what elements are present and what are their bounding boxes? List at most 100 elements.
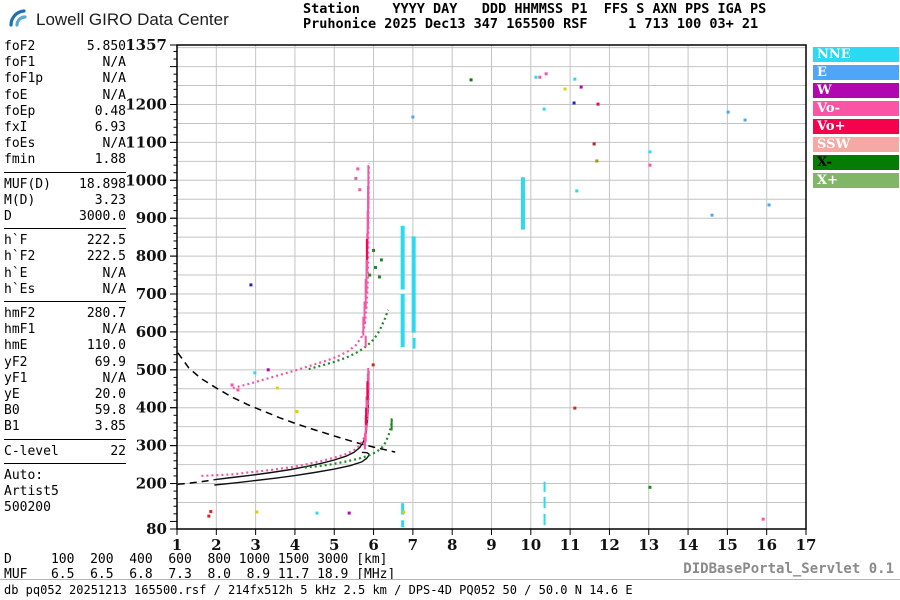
y-tick-label: 500 [136,361,167,379]
legend-item-Vo+: Vo+ [813,119,899,134]
legend-item-E: E [813,65,899,80]
param-label: foEs [4,136,36,152]
x-tick-label: 14 [678,536,699,554]
y-tick-label: 400 [136,399,167,417]
ionogram-chart: 1357120011001000900800700600500400300200… [125,36,817,554]
param-label: B0 [4,403,20,419]
legend-item-SSW: SSW [813,137,899,152]
y-tick-label: 700 [136,285,167,303]
param-label: h`E [4,265,28,281]
footer-separator [0,579,900,580]
param-label: yF1 [4,370,28,386]
param-row-D: D 3000.0 [4,209,126,225]
status-line: db pq052 20251213 165500.rsf / 214fx512h… [4,583,633,597]
x-tick-label: 12 [599,536,620,554]
param-text-line: 500200 [4,500,51,516]
y-tick-label: 600 [136,323,167,341]
param-label: foE [4,87,28,103]
x-tick-label: 7 [408,536,418,554]
x-tick-label: 2 [211,536,221,554]
x-axis: 1 2 3 4 5 6 7 8 9 10 11 12 13 14 15 16 17 [172,529,817,554]
x-tick-label: 17 [796,536,817,554]
param-group: h`F 222.5 h`F2 222.5 h`E N/A h`Es N/A [4,233,126,303]
y-axis: 1357 1200 1100 1000 900 800 700 600 500 400 300 200… [125,36,177,538]
param-value: 110.0 [86,338,126,354]
y-tick-label: 200 [136,475,167,493]
param-row-B0: B0 59.8 [4,403,126,419]
legend-item-X-: X- [813,155,899,170]
param-value: 222.5 [86,249,126,265]
param-label: yF2 [4,354,28,370]
dmuf-table: D 100 200 400 600 800 1000 1500 3000 [km… [4,552,396,582]
param-row-foEp: foEp 0.48 [4,104,126,120]
param-label: fmin [4,152,36,168]
x-tick-label: 6 [368,536,378,554]
param-row-h`Es: h`Es N/A [4,282,126,298]
param-label: foEp [4,103,36,119]
param-label: h`F [4,233,28,249]
param-value: N/A [102,370,126,386]
param-value: 222.5 [86,233,126,249]
x-tick-label: 15 [717,536,738,554]
param-label: D [4,209,12,225]
legend-item-NNE: NNE [813,47,899,62]
x-tick-label: 3 [250,536,260,554]
param-label: yE [4,387,20,403]
y-tick-label: 1357 [125,36,167,54]
param-row-MUF(D): MUF(D) 18.898 [4,177,126,193]
param-group: hmF2 280.7 hmF1 N/A hmE 110.0 yF2 69.9 yF1 N/A yE 2… [4,306,126,440]
lowell-giro-logo: Lowell GIRO Data Center [8,6,229,33]
param-row-foF1p: foF1p N/A [4,71,126,87]
param-row-foF2: foF2 5.850 [4,39,126,55]
param-label: fxI [4,120,28,136]
param-label: MUF(D) [4,176,51,192]
param-label: hmF1 [4,322,36,338]
param-value: 1.88 [94,152,126,168]
param-row-h`F2: h`F2 222.5 [4,249,126,265]
station-header: Station YYYY DAY DDD HHMMSS P1 FFS S AXN… [303,1,767,32]
param-row-foE: foE N/A [4,88,126,104]
series-o-trace-hop2 [232,163,370,390]
param-text-line: Artist5 [4,484,59,500]
param-value: N/A [102,55,126,71]
param-row-h`F: h`F 222.5 [4,233,126,249]
param-label: foF2 [4,39,36,54]
param-row-B1: B1 3.85 [4,419,126,435]
y-tick-label: 800 [136,247,167,265]
y-tick-label: 80 [146,520,167,538]
servlet-watermark: DIDBasePortal_Servlet 0.1 [683,561,894,577]
echo-bars [362,165,546,528]
param-text-line: Auto: [4,467,44,483]
series-x-trace-hop1 [304,419,394,469]
param-row-hmF1: hmF1 N/A [4,322,126,338]
param-value: 3000.0 [79,209,126,225]
x-tick-label: 16 [756,536,777,554]
param-value: 20.0 [94,387,126,403]
param-label: h`F2 [4,249,36,265]
param-label: hmF2 [4,306,36,322]
scatter-dots [207,72,771,521]
param-label: M(D) [4,192,36,208]
param-value: N/A [102,71,126,87]
param-row-hmF2: hmF2 280.7 [4,306,126,322]
param-value: N/A [102,136,126,152]
x-tick-label: 8 [447,536,457,554]
echo-legend: NNE E W Vo- Vo+ SSW X- X+ [813,47,899,191]
x-tick-label: 5 [329,536,339,554]
x-tick-label: 4 [290,536,300,554]
param-row-C-level: C-level 22 [4,444,126,460]
param-value: 59.8 [94,403,126,419]
legend-item-X+: X+ [813,173,899,188]
param-value: N/A [102,281,126,297]
x-tick-label: 11 [560,536,581,554]
param-value: N/A [102,265,126,281]
series-x-trace-hop2 [308,309,390,371]
series-muf-transmission-curve [177,352,396,453]
x-tick-label: 13 [638,536,659,554]
param-label: hmE [4,338,28,354]
param-value: 6.93 [94,120,126,136]
y-tick-label: 1200 [125,96,167,114]
param-label: C-level [4,443,59,459]
y-tick-label: 900 [136,209,167,227]
param-group: C-level 22 [4,444,126,464]
